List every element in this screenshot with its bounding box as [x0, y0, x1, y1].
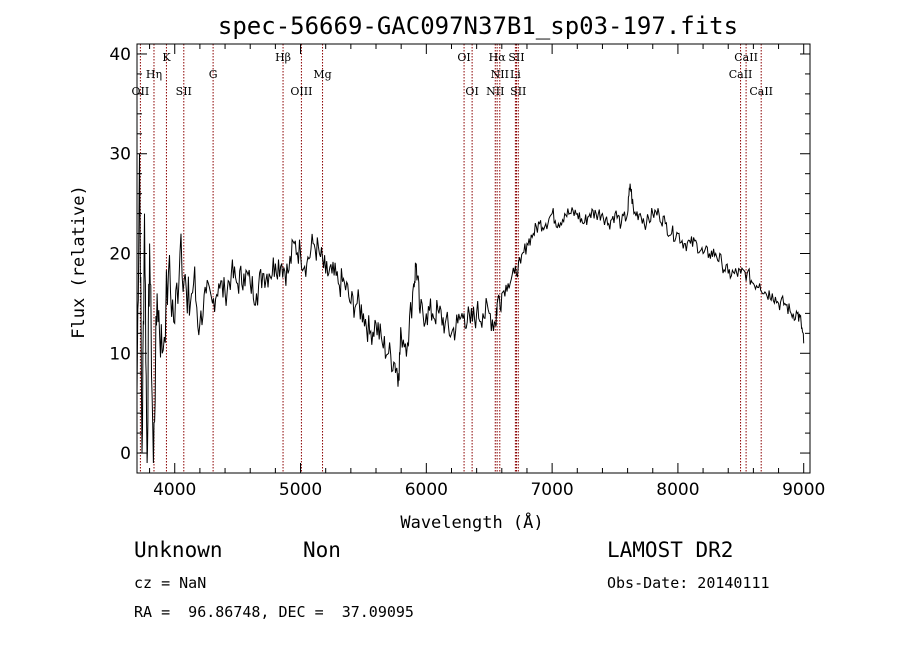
spectral-line-label: OII: [132, 85, 150, 98]
y-tick-label: 30: [109, 145, 131, 165]
x-tick-label: 5000: [279, 480, 322, 500]
x-axis-label: Wavelength (Å): [400, 511, 543, 533]
x-tick-label: 8000: [656, 480, 699, 500]
y-tick-label: 0: [120, 444, 131, 464]
spectral-line-markers: [139, 44, 762, 473]
spectral-line-label: G: [209, 68, 218, 81]
survey-label: LAMOST DR2: [607, 538, 734, 562]
class-label: Unknown: [134, 538, 223, 562]
x-tick-label: 9000: [782, 480, 825, 500]
x-axis-ticks: 4000 5000 6000 7000 8000 9000: [149, 44, 825, 500]
x-tick-label: 4000: [153, 480, 196, 500]
redshift-text: cz = NaN: [134, 574, 207, 592]
spectral-line-label: SII: [510, 85, 526, 98]
spectral-line-label: NII: [486, 85, 504, 98]
y-axis-ticks: 0 10 20 30 40: [109, 45, 810, 464]
spectral-line-label: Li: [510, 68, 521, 81]
subclass-label: Non: [303, 538, 341, 562]
obs-date-text: Obs-Date: 20140111: [607, 574, 770, 592]
spectral-line-label: Hβ: [275, 51, 291, 64]
y-tick-label: 20: [109, 245, 131, 265]
y-tick-label: 40: [109, 45, 131, 65]
spectral-line-label: Hη: [146, 68, 162, 81]
y-axis-label: Flux (relative): [69, 185, 89, 339]
x-tick-label: 7000: [530, 480, 573, 500]
spectral-line-label: CaII: [734, 51, 758, 64]
spectral-line-label: K: [162, 51, 171, 64]
spectral-line-label: Hα: [489, 51, 507, 64]
spectral-line-label: NII: [491, 68, 509, 81]
spectral-line-label: Mg: [313, 68, 331, 81]
spectral-line-label: OI: [465, 85, 478, 98]
x-tick-label: 6000: [405, 480, 448, 500]
y-tick-label: 10: [109, 344, 131, 364]
spectral-line-label: OIII: [290, 85, 312, 98]
spectrum-series: [136, 153, 805, 464]
spectral-line-label: CaII: [749, 85, 773, 98]
spectral-line-label: CaII: [729, 68, 753, 81]
spectral-line-label: OI: [457, 51, 470, 64]
spectral-line-label: SII: [176, 85, 192, 98]
spectral-line-label: SII: [508, 51, 524, 64]
plot-frame: [136, 43, 811, 474]
coordinates-text: RA = 96.86748, DEC = 37.09095: [134, 603, 414, 621]
chart-title: spec-56669-GAC097N37B1_sp03-197.fits: [218, 12, 738, 40]
